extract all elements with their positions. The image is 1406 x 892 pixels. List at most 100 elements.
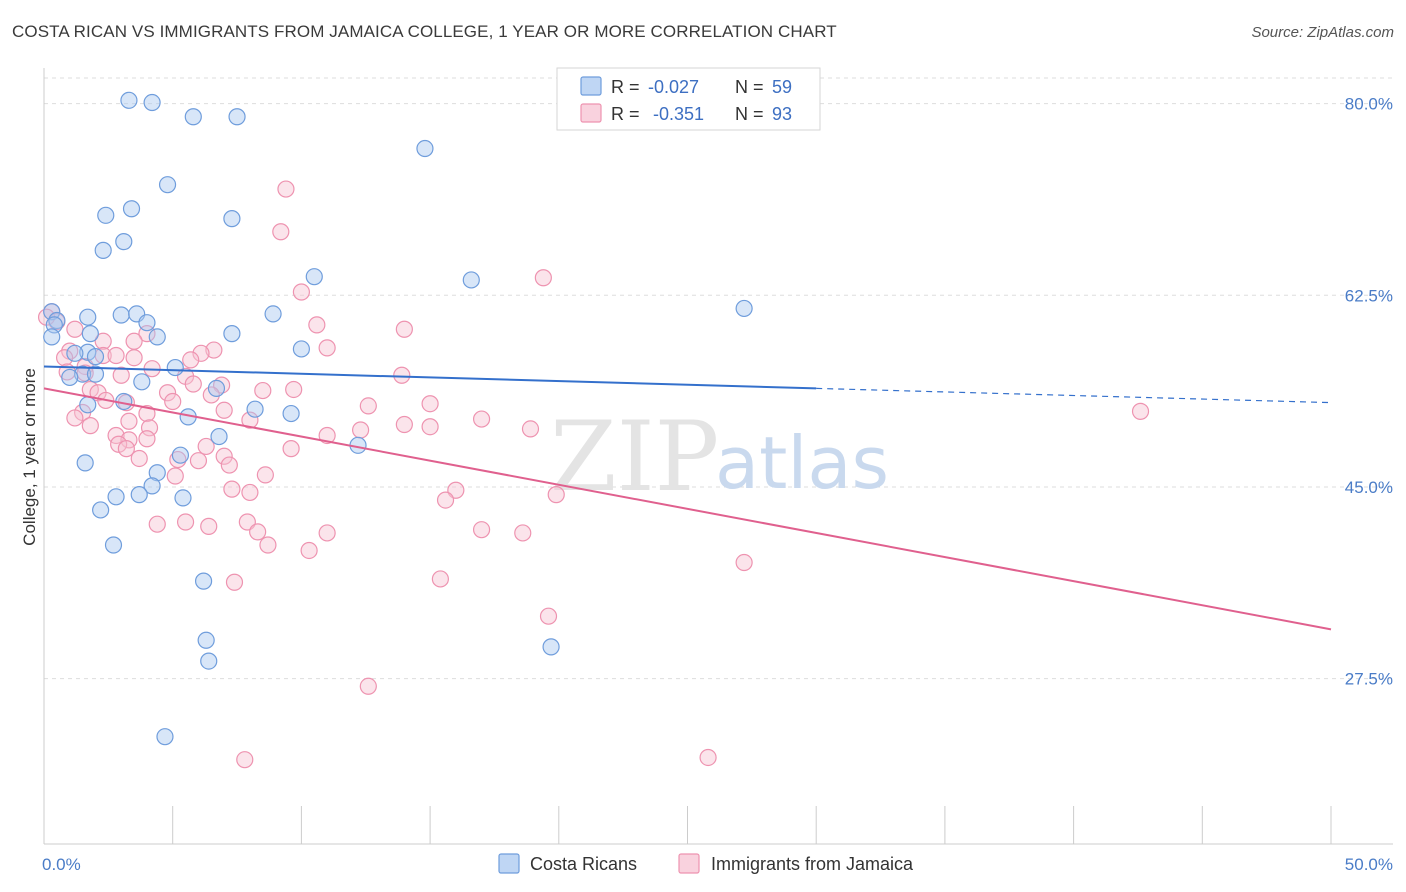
costa-rican-point <box>166 358 184 377</box>
costa-rican-point <box>107 488 125 506</box>
jamaica-point <box>148 515 166 533</box>
costa-rican-point <box>133 373 151 391</box>
costa-rican-point <box>79 396 97 414</box>
y-tick-label: 80.0% <box>1345 95 1393 114</box>
costa-rican-point <box>246 400 264 418</box>
jamaica-point <box>182 351 200 369</box>
jamaica-point <box>223 480 241 498</box>
costa-rican-point <box>148 328 166 346</box>
jamaica-point <box>318 339 336 357</box>
costa-rican-point <box>228 108 246 126</box>
jamaica-point <box>55 349 74 367</box>
jamaica-point <box>215 401 233 419</box>
legend-r-value-blue: -0.027 <box>648 77 699 97</box>
costa-rican-point <box>171 446 190 464</box>
jamaica-point <box>125 332 143 350</box>
costa-rican-point <box>158 176 177 194</box>
watermark-zip: ZIP <box>550 401 719 513</box>
jamaica-point <box>259 536 277 554</box>
jamaica-point <box>699 748 717 767</box>
jamaica-point <box>256 466 274 484</box>
jamaica-point <box>241 411 259 429</box>
jamaica-point <box>66 409 84 427</box>
costa-rican-point <box>305 268 323 286</box>
jamaica-point <box>140 419 159 437</box>
y-tick-label: 45.0% <box>1345 478 1393 497</box>
costa-rican-point <box>416 139 434 158</box>
legend-r-value-pink: -0.351 <box>648 104 704 124</box>
jamaica-point <box>225 573 244 591</box>
jamaica-point <box>277 180 295 198</box>
y-tick-label: 27.5% <box>1345 670 1393 689</box>
trend-lines <box>43 365 1332 631</box>
jamaica-point <box>200 517 218 535</box>
jamaica-point <box>472 410 491 428</box>
jamaica-point <box>125 349 143 367</box>
jamaica-point <box>472 521 491 539</box>
costa-rican-trend-line <box>43 365 817 390</box>
costa-rican-point <box>94 241 112 259</box>
jamaica-point <box>431 570 449 588</box>
costa-rican-point <box>143 477 161 495</box>
costa-rican-point <box>74 365 92 383</box>
costa-rican-point <box>66 344 84 362</box>
costa-rican-point <box>86 365 105 383</box>
costa-rican-point <box>97 206 115 224</box>
legend-n-value-pink: 93 <box>772 104 792 124</box>
x-tick-label: 50.0% <box>1345 855 1393 874</box>
x-tick-labels: 0.0% 50.0% <box>42 855 1393 874</box>
jamaica-trend-line <box>43 387 1332 631</box>
jamaica-point <box>421 418 439 436</box>
x-tick-label: 0.0% <box>42 855 81 874</box>
jamaica-point <box>395 320 413 338</box>
stats-legend: R = -0.027 N = 59 R = -0.351 N = 93 <box>556 67 821 131</box>
jamaica-point <box>514 524 532 542</box>
costa-rican-point <box>43 328 61 346</box>
jamaica-point <box>166 467 184 485</box>
costa-rican-point <box>292 340 310 358</box>
jamaica-point <box>138 404 156 423</box>
jamaica-point <box>359 677 377 695</box>
legend-n-label-blue: N = <box>735 77 764 97</box>
bottom-legend-label-blue: Costa Ricans <box>530 854 637 874</box>
jamaica-point <box>292 283 310 301</box>
jamaica-point <box>158 384 177 402</box>
watermark: ZIP atlas <box>550 401 889 513</box>
y-tick-labels: 27.5% 45.0% 62.5% 80.0% <box>1345 95 1393 689</box>
costa-rican-point <box>122 200 141 218</box>
costa-rican-point <box>138 314 156 332</box>
jamaica-point <box>249 523 267 541</box>
watermark-atlas: atlas <box>715 421 889 505</box>
jamaica-point <box>300 541 318 560</box>
jamaica-point <box>308 316 326 334</box>
jamaica-point <box>120 412 138 430</box>
jamaica-point <box>236 751 254 769</box>
legend-n-label-pink: N = <box>735 104 764 124</box>
jamaica-point <box>547 486 565 504</box>
costa-rican-point <box>148 464 166 482</box>
jamaica-point <box>735 553 753 572</box>
costa-rican-point <box>282 404 300 423</box>
jamaica-point <box>318 524 336 542</box>
jamaica-point <box>534 269 552 287</box>
costa-rican-point <box>81 325 99 343</box>
bottom-legend-label-pink: Immigrants from Jamaica <box>711 854 914 874</box>
legend-r-label-pink: R = <box>611 104 640 124</box>
jamaica-point <box>117 440 135 458</box>
jamaica-point <box>436 491 455 509</box>
jamaica-point <box>81 417 99 435</box>
chart-title: COSTA RICAN VS IMMIGRANTS FROM JAMAICA C… <box>12 22 837 41</box>
legend-r-label-blue: R = <box>611 77 640 97</box>
jamaica-point <box>318 426 336 445</box>
bottom-legend-swatch-pink <box>678 853 700 874</box>
jamaica-point <box>176 513 195 531</box>
jamaica-point <box>285 380 303 399</box>
jamaica-point <box>164 392 182 411</box>
jamaica-point <box>282 440 300 458</box>
costa-rican-point <box>207 379 226 397</box>
costa-rican-point <box>264 305 282 323</box>
costa-rican-point <box>223 325 241 343</box>
costa-rican-point <box>76 454 94 472</box>
jamaica-point <box>521 420 540 438</box>
costa-rican-point <box>156 728 174 746</box>
